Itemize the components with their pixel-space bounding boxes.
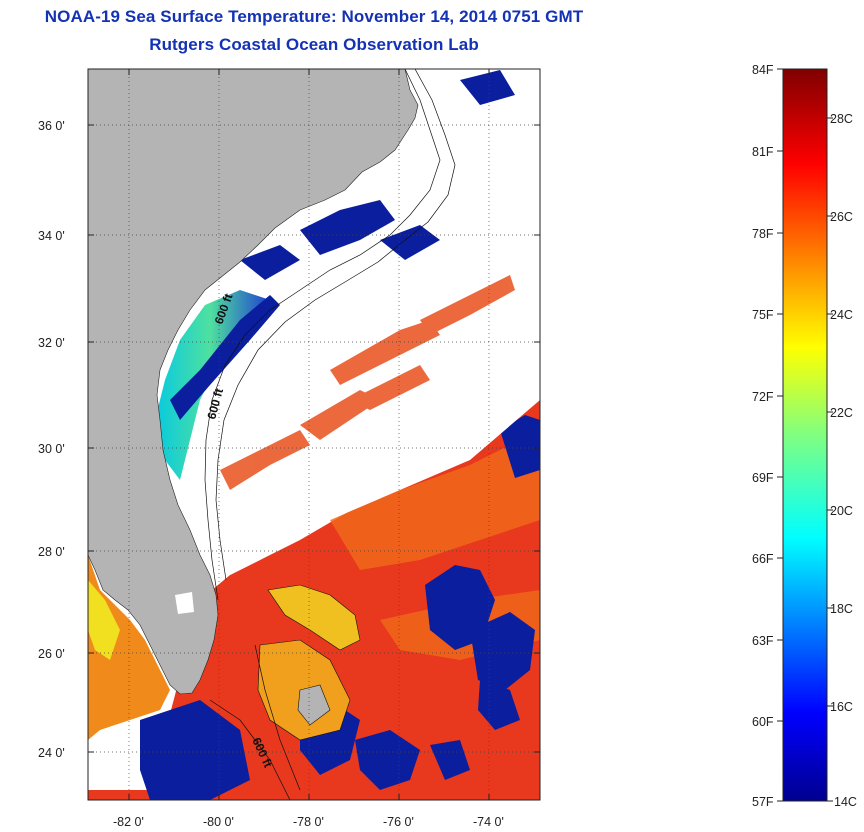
depth-contours [204,69,456,800]
colorbar-gradient [782,68,828,802]
map-panel: 600 ft 600 ft 600 ft [88,69,540,800]
colorbar-f-label: 72F [752,390,774,404]
lat-label: 30 0' [38,442,65,456]
colorbar-c-label: 14C [834,795,857,809]
map-subtitle: Rutgers Coastal Ocean Observation Lab [149,35,479,54]
latitude-labels: 36 0' 34 0' 32 0' 30 0' 28 0' 26 0' 24 0… [38,119,65,760]
warm-ocean-orange-patches [330,430,540,570]
lon-label: -76 0' [383,815,414,829]
colorbar-f-label: 81F [752,145,774,159]
colorbar-c-label: 22C [830,406,853,420]
map-border [87,68,541,801]
warm-streaks [220,275,515,490]
colorbar-f-label: 75F [752,308,774,322]
colorbar-c-label: 18C [830,602,853,616]
bahamas-banks [175,584,361,741]
colorbar-c-label: 20C [830,504,853,518]
lat-label: 36 0' [38,119,65,133]
lon-label: -80 0' [203,815,234,829]
gulf-water [88,555,170,740]
colorbar-c-label: 26C [830,210,853,224]
colorbar-f-label: 63F [752,634,774,648]
lon-label: -78 0' [293,815,324,829]
map-ticks [88,69,540,800]
colorbar-f-label: 66F [752,552,774,566]
colorbar-f-label: 69F [752,471,774,485]
lon-label: -74 0' [473,815,504,829]
lat-label: 32 0' [38,336,65,350]
colorbar-f-label: 60F [752,715,774,729]
colorbar-f-label: 57F [752,795,774,809]
colorbar-f-label: 78F [752,227,774,241]
lat-label: 26 0' [38,647,65,661]
lon-label: -82 0' [113,815,144,829]
map-title: NOAA-19 Sea Surface Temperature: Novembe… [44,7,584,26]
lat-label: 28 0' [38,545,65,559]
lat-label: 24 0' [38,746,65,760]
longitude-labels: -82 0' -80 0' -78 0' -76 0' -74 0' [113,815,504,829]
colorbar-c-label: 16C [830,700,853,714]
colorbar: 84F 81F 78F 75F 72F 69F 66F 63F 60F 57F … [752,63,857,809]
graticule [88,69,540,800]
colorbar-f-label: 84F [752,63,774,77]
northern-cold-patches [240,70,515,280]
land-mass [88,69,419,695]
colorbar-ticks [777,68,833,802]
colorbar-c-label: 28C [830,112,853,126]
colorbar-c-label: 24C [830,308,853,322]
lat-label: 34 0' [38,229,65,243]
